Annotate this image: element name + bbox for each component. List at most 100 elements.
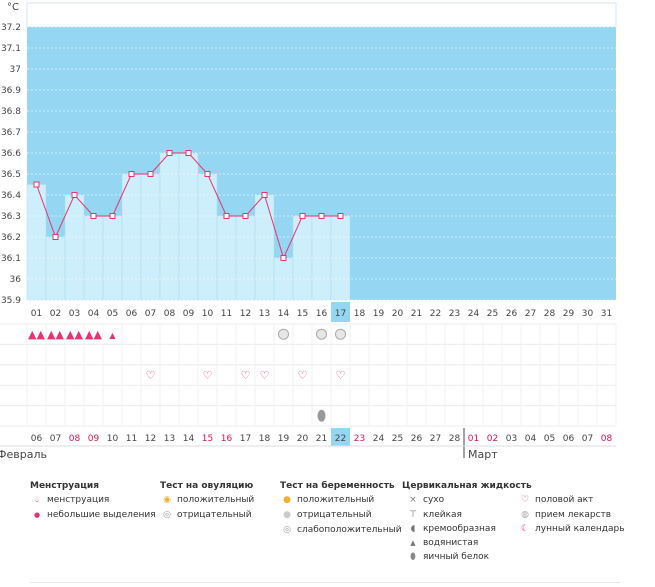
heart-icon: ♡ [520,495,530,505]
legend-light-item: ● небольшие выделения [30,510,156,520]
intercourse-mark: ♡ [260,369,270,382]
cycle-day-label: 12 [240,309,251,319]
legend-fluid-creamy: ◖ кремообразная [406,524,496,534]
date-label: 07 [582,434,593,444]
menstruation-mark: ▲▲ [85,328,102,341]
month-label: Март [468,448,498,461]
cycle-day-label: 03 [69,309,80,319]
legend-pregnancy-weak: ◎ слабоположительный [280,525,402,535]
cycle-day-label: 06 [126,309,138,319]
temp-column [45,236,66,301]
date-label: 08 [69,434,81,444]
temp-point [337,213,344,219]
date-label: 10 [107,434,119,444]
date-label: 04 [525,434,537,444]
y-tick-label: 36.2 [1,233,21,243]
legend-pregnancy-neg: ● отрицательный [280,510,372,520]
y-tick-label: 36.4 [1,191,21,201]
date-label: 14 [183,434,195,444]
temp-point [147,171,154,177]
intercourse-mark: ♡ [336,369,346,382]
temp-point [71,192,78,198]
date-label: 11 [126,434,137,444]
cycle-day-label: 31 [601,309,612,319]
pregnancy-test-mark [316,328,327,340]
legend-ovulation-neg: ◎ отрицательный [160,510,252,520]
legend-menstruation-title: Менструация [30,481,99,491]
small-drop-icon: ● [33,511,41,519]
today-date-highlight [331,428,350,446]
date-label: 02 [487,434,498,444]
date-label: 15 [202,434,213,444]
date-label: 18 [259,434,271,444]
date-label: 13 [164,434,175,444]
cycle-day-label: 20 [392,309,404,319]
temp-point [280,255,287,261]
date-label: 16 [221,434,233,444]
y-tick-label: 36.5 [1,170,21,180]
date-label: 09 [88,434,100,444]
pregnancy-test-mark [278,328,289,340]
temp-point [242,213,249,219]
swirl-pos-icon: ● [283,495,291,505]
cycle-day-label: 21 [411,309,422,319]
swirl-neg-icon: ● [283,510,291,520]
circle-icon: ◎ [163,510,171,520]
cycle-day-label: 01 [31,309,42,319]
y-tick-label: 35.9 [1,296,21,306]
cycle-day-label: 14 [278,309,290,319]
temp-point [185,150,192,156]
cycle-day-label: 08 [164,309,176,319]
temp-point [223,213,230,219]
temp-point [261,192,268,198]
cycle-day-label: 11 [221,309,232,319]
cycle-day-label: 10 [202,309,214,319]
cycle-day-label: 09 [183,309,195,319]
legend-medicine: ◍ прием лекарств [518,510,611,520]
swirl-icon: ◎ [283,525,291,535]
cervical-fluid-mark [317,409,326,422]
menstruation-mark: ▲▲ [66,328,83,341]
legend-ovulation-pos: ◉ положительный [160,495,254,505]
date-label: 21 [316,434,327,444]
cycle-day-label: 24 [468,309,480,319]
legend-fluid-title: Цервикальная жидкость [402,481,532,491]
cycle-day-label: 07 [145,309,156,319]
today-cycle-highlight [331,302,350,322]
cycle-day-label: 25 [487,309,498,319]
sun-icon: ◉ [163,495,171,505]
intercourse-mark: ♡ [298,369,308,382]
temp-point [166,150,173,156]
bbt-chart: 35.9 36 36.1 36.2 36.3 36.4 36.5 36.6 36.7 36.8 36… [0,2,617,461]
pregnancy-test-mark [335,328,346,340]
cycle-day-label: 13 [259,309,270,319]
legend-pregnancy-pos: ● положительный [280,495,374,505]
intercourse-mark: ♡ [203,369,213,382]
cross-icon: × [409,495,417,505]
legend-fluid-dry: × сухо [406,495,444,505]
cycle-day-label: 26 [506,309,518,319]
intercourse-mark: ♡ [146,369,156,382]
date-label: 28 [449,434,461,444]
temp-point [128,171,135,177]
date-label: 20 [297,434,309,444]
bottom-divider [30,582,620,583]
date-label: 19 [278,434,290,444]
month-label: Февраль [0,448,47,461]
date-label: 26 [411,434,423,444]
cycle-day-label: 30 [582,309,594,319]
temp-point [318,213,325,219]
cycle-day-label: 02 [50,309,61,319]
temp-point [299,213,306,219]
date-label: 07 [50,434,61,444]
menstruation-mark: ▲▲ [28,328,45,341]
legend-fluid-egg: ⬮ яичный белок [406,552,489,562]
temp-column [254,194,275,301]
date-label: 01 [468,434,479,444]
cycle-day-label: 18 [354,309,366,319]
date-label: 17 [240,434,251,444]
cycle-day-label: 29 [563,309,575,319]
creamy-icon: ◖ [410,524,416,534]
y-tick-label: 36.7 [1,128,21,138]
drop-icon: 💧︎ [35,495,39,505]
